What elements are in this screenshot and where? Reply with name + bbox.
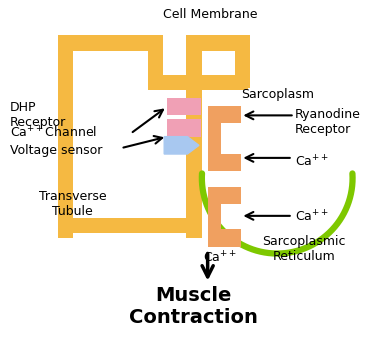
Bar	[167, 119, 201, 136]
Bar	[207, 106, 221, 172]
Text: Sarcoplasm: Sarcoplasm	[241, 88, 315, 101]
Text: Ca$^{++}$: Ca$^{++}$	[294, 154, 329, 169]
Text: DHP
Receptor: DHP Receptor	[10, 101, 66, 129]
Text: Ca$^{++}$: Ca$^{++}$	[203, 251, 237, 266]
Text: Transverse
Tubule: Transverse Tubule	[39, 190, 106, 218]
Text: Ca$^{++}$: Ca$^{++}$	[294, 209, 329, 224]
Bar	[148, 35, 163, 88]
Text: Ca$^{++}$Channel: Ca$^{++}$Channel	[10, 125, 97, 140]
Text: Sarcoplasmic
Reticulum: Sarcoplasmic Reticulum	[263, 235, 346, 263]
Bar	[167, 98, 201, 115]
Text: Ryanodine
Receptor: Ryanodine Receptor	[294, 108, 361, 136]
FancyArrow shape	[164, 136, 199, 154]
Bar	[235, 35, 250, 88]
Bar	[148, 75, 248, 90]
Bar	[207, 154, 241, 172]
Bar	[207, 187, 221, 247]
Bar	[58, 35, 73, 238]
Bar	[200, 35, 248, 51]
Bar	[58, 35, 148, 51]
Bar	[58, 218, 202, 233]
Text: Muscle
Contraction: Muscle Contraction	[129, 286, 258, 327]
Bar	[207, 229, 241, 247]
Text: Voltage sensor: Voltage sensor	[10, 144, 102, 157]
Bar	[187, 35, 202, 238]
Bar	[207, 187, 241, 204]
Bar	[207, 106, 241, 123]
Text: Cell Membrane: Cell Membrane	[163, 8, 258, 21]
